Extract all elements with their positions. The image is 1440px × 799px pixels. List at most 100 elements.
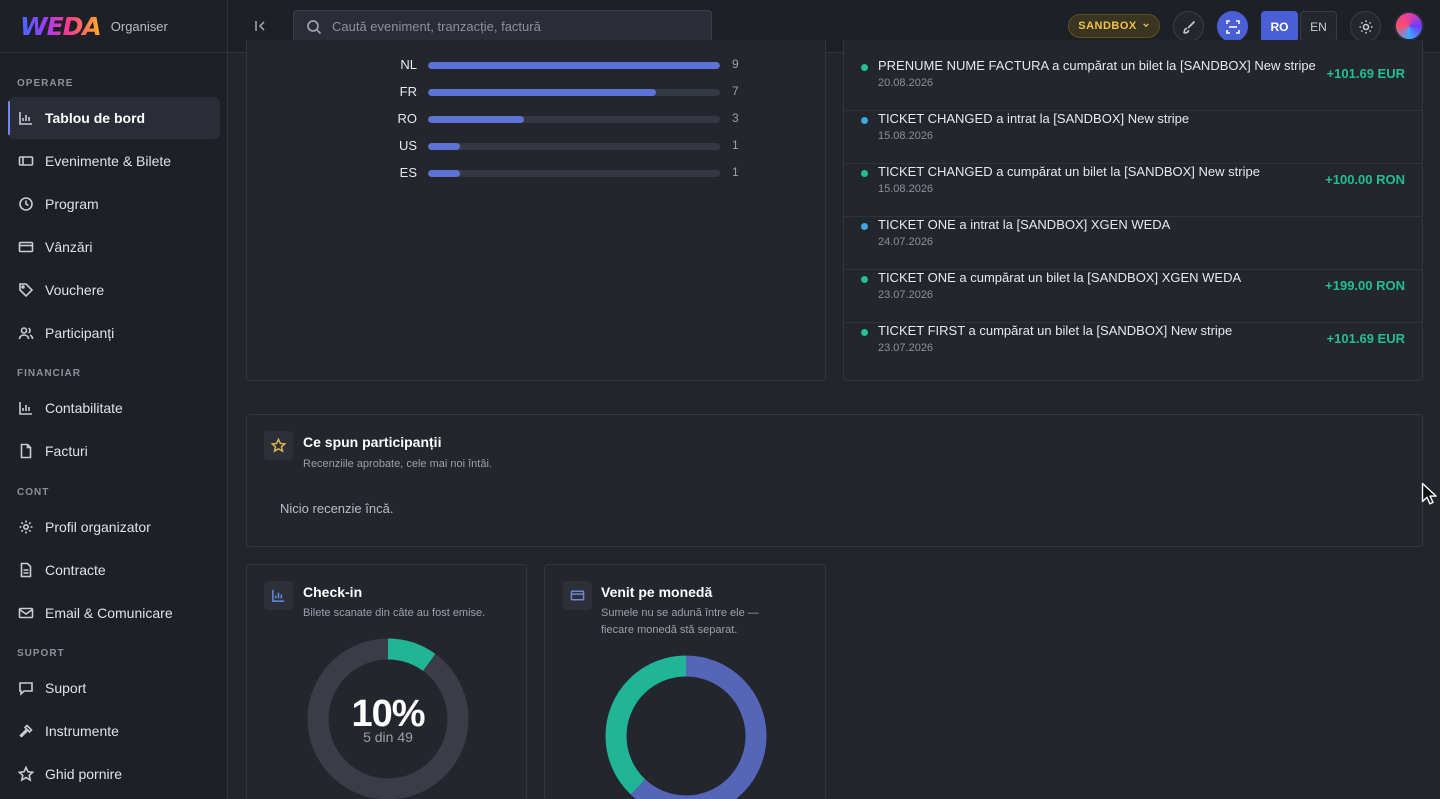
language-ro-button[interactable]: RO xyxy=(1261,11,1298,42)
theme-toggle-button[interactable] xyxy=(1350,11,1381,42)
status-dot xyxy=(861,329,868,336)
sidebar-item-invoices[interactable]: Facturi xyxy=(8,430,220,472)
star-icon xyxy=(18,766,34,782)
sidebar-item-participants[interactable]: Participanți xyxy=(8,312,220,354)
sidebar: WEDA Organiser OPERARE Tablou de bord Ev… xyxy=(0,0,228,799)
activity-item[interactable]: TICKET CHANGED a intrat la [SANDBOX] New… xyxy=(844,111,1422,164)
status-dot xyxy=(861,170,868,177)
activity-date: 20.08.2026 xyxy=(878,77,934,89)
gear-icon xyxy=(18,519,34,535)
status-dot xyxy=(861,223,868,230)
chart-icon xyxy=(18,110,34,126)
country-row: NL 9 xyxy=(247,57,827,73)
country-row: RO 3 xyxy=(247,111,827,127)
sidebar-item-accounting[interactable]: Contabilitate xyxy=(8,387,220,429)
sidebar-item-label: Evenimente & Bilete xyxy=(45,153,172,169)
activity-date: 24.07.2026 xyxy=(878,236,934,248)
brand-logo[interactable]: WEDA xyxy=(20,11,102,41)
sidebar-item-organizer-profile[interactable]: Profil organizator xyxy=(8,506,220,548)
currency-segment xyxy=(605,655,767,799)
chart-icon xyxy=(264,581,293,610)
country-count: 1 xyxy=(732,165,739,179)
scan-button[interactable] xyxy=(1217,11,1248,42)
brush-button[interactable] xyxy=(1173,11,1204,42)
currency-card: Venit pe monedă Sumele nu se adună între… xyxy=(544,564,826,799)
reviews-card: Ce spun participanții Recenziile aprobat… xyxy=(246,414,1423,547)
activity-date: 23.07.2026 xyxy=(878,342,934,354)
status-dot xyxy=(861,276,868,283)
sidebar-item-sales[interactable]: Vânzări xyxy=(8,226,220,268)
mouse-cursor-icon xyxy=(1421,482,1437,505)
sidebar-item-label: Suport xyxy=(45,680,87,696)
file-icon xyxy=(18,443,34,459)
status-dot xyxy=(861,117,868,124)
sidebar-item-getting-started[interactable]: Ghid pornire xyxy=(8,753,220,795)
country-bar-track xyxy=(428,116,720,123)
activity-item[interactable]: TICKET CHANGED a cumpărat un bilet la [S… xyxy=(844,164,1422,217)
environment-label: SANDBOX xyxy=(1078,20,1137,32)
ticket-icon xyxy=(18,153,34,169)
checkin-card: Check-in Bilete scanate din câte au fost… xyxy=(246,564,527,799)
sidebar-item-email[interactable]: Email & Comunicare xyxy=(8,592,220,634)
search-box[interactable] xyxy=(293,10,712,43)
currency-subtitle-line1: Sumele nu se adună între ele — xyxy=(601,607,759,619)
activity-amount: +101.69 EUR xyxy=(1326,66,1405,81)
country-count: 1 xyxy=(732,138,739,152)
search-input[interactable] xyxy=(332,19,692,34)
country-bar-fill xyxy=(428,89,656,96)
sidebar-item-label: Ghid pornire xyxy=(45,766,123,782)
card-icon xyxy=(18,239,34,255)
brush-icon xyxy=(1182,20,1195,34)
activity-text: TICKET CHANGED a cumpărat un bilet la [S… xyxy=(878,164,1260,179)
currency-title: Venit pe monedă xyxy=(601,584,713,600)
language-en-button[interactable]: EN xyxy=(1300,11,1337,42)
sidebar-item-events[interactable]: Evenimente & Bilete xyxy=(8,140,220,182)
scan-icon xyxy=(1225,19,1240,34)
currency-subtitle-line2: fiecare monedă stă separat. xyxy=(601,624,738,636)
section-operare: OPERARE xyxy=(17,78,74,89)
country-row: US 1 xyxy=(247,138,827,154)
activity-amount: +199.00 RON xyxy=(1325,278,1405,293)
user-avatar[interactable] xyxy=(1394,11,1424,41)
sidebar-item-vouchers[interactable]: Vouchere xyxy=(8,269,220,311)
sidebar-item-program[interactable]: Program xyxy=(8,183,220,225)
hammer-icon xyxy=(18,723,34,739)
activity-item[interactable]: PRENUME NUME FACTURA a cumpărat un bilet… xyxy=(844,58,1422,111)
sidebar-item-label: Program xyxy=(45,196,99,212)
chat-icon xyxy=(18,680,34,696)
sun-icon xyxy=(1359,20,1372,33)
document-icon xyxy=(18,562,34,578)
sidebar-item-support[interactable]: Suport xyxy=(8,667,220,709)
activity-item[interactable]: TICKET ONE a cumpărat un bilet la [SANDB… xyxy=(844,270,1422,323)
country-bar-track xyxy=(428,170,720,177)
checkin-donut-chart xyxy=(307,638,469,799)
sidebar-item-label: Contracte xyxy=(45,562,106,578)
collapse-sidebar-button[interactable] xyxy=(252,17,270,35)
activity-item[interactable]: TICKET FIRST a cumpărat un bilet la [SAN… xyxy=(844,323,1422,376)
activity-date: 15.08.2026 xyxy=(878,130,934,142)
checkin-title: Check-in xyxy=(303,584,363,600)
activity-text: TICKET ONE a cumpărat un bilet la [SANDB… xyxy=(878,270,1242,285)
activity-amount: +101.69 EUR xyxy=(1326,331,1405,346)
activity-date: 15.08.2026 xyxy=(878,183,934,195)
country-code: NL xyxy=(400,57,417,72)
star-icon xyxy=(264,431,293,460)
mail-icon xyxy=(18,605,34,621)
sidebar-item-tools[interactable]: Instrumente xyxy=(8,710,220,752)
country-count: 7 xyxy=(732,84,739,98)
sidebar-item-label: Instrumente xyxy=(45,723,119,739)
brand[interactable]: WEDA Organiser xyxy=(0,0,227,53)
country-code: ES xyxy=(399,165,417,180)
search-icon xyxy=(307,19,322,34)
sidebar-item-dashboard[interactable]: Tablou de bord xyxy=(8,97,220,139)
sidebar-item-contracts[interactable]: Contracte xyxy=(8,549,220,591)
country-count: 9 xyxy=(732,57,739,71)
activity-item[interactable]: TICKET ONE a intrat la [SANDBOX] XGEN WE… xyxy=(844,217,1422,270)
country-code: FR xyxy=(399,84,417,99)
activity-date: 23.07.2026 xyxy=(878,289,934,301)
users-icon xyxy=(18,325,34,341)
sidebar-item-label: Profil organizator xyxy=(45,519,151,535)
environment-dropdown[interactable]: SANDBOX xyxy=(1068,14,1160,38)
chart-icon xyxy=(18,400,34,416)
sidebar-item-label: Email & Comunicare xyxy=(45,605,173,621)
